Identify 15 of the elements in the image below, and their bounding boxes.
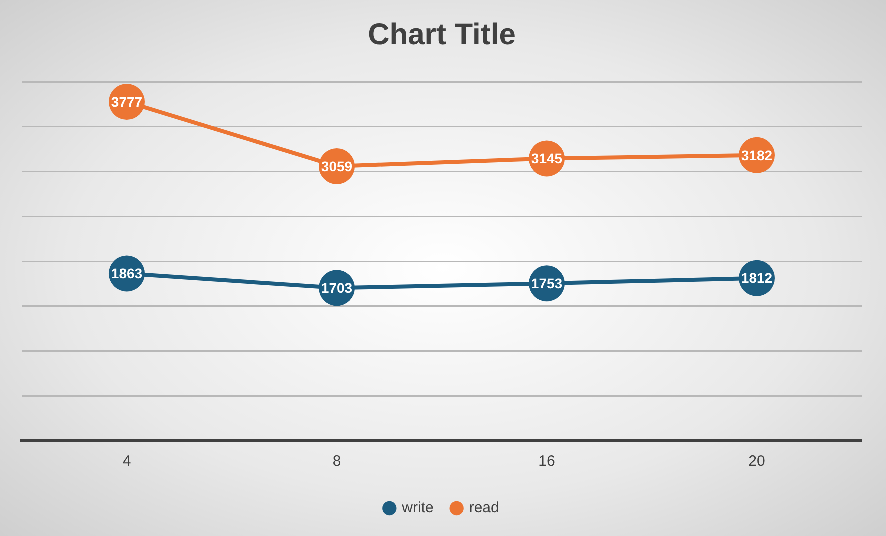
- data-label: 1753: [531, 276, 563, 292]
- x-tick-label: 16: [538, 453, 556, 470]
- chart-title: Chart Title: [368, 18, 516, 52]
- data-label: 3145: [531, 150, 563, 167]
- data-label: 3777: [111, 94, 143, 110]
- data-label: 1812: [741, 270, 773, 286]
- data-label: 3059: [321, 158, 353, 174]
- data-label: 1863: [111, 266, 143, 282]
- x-tick-label: 20: [748, 453, 766, 470]
- legend-label: write: [401, 500, 434, 517]
- data-label: 1703: [321, 280, 353, 296]
- legend-label: read: [469, 500, 500, 517]
- x-tick-label: 4: [122, 453, 132, 470]
- x-tick-label: 8: [332, 453, 342, 470]
- data-label: 3182: [741, 147, 773, 164]
